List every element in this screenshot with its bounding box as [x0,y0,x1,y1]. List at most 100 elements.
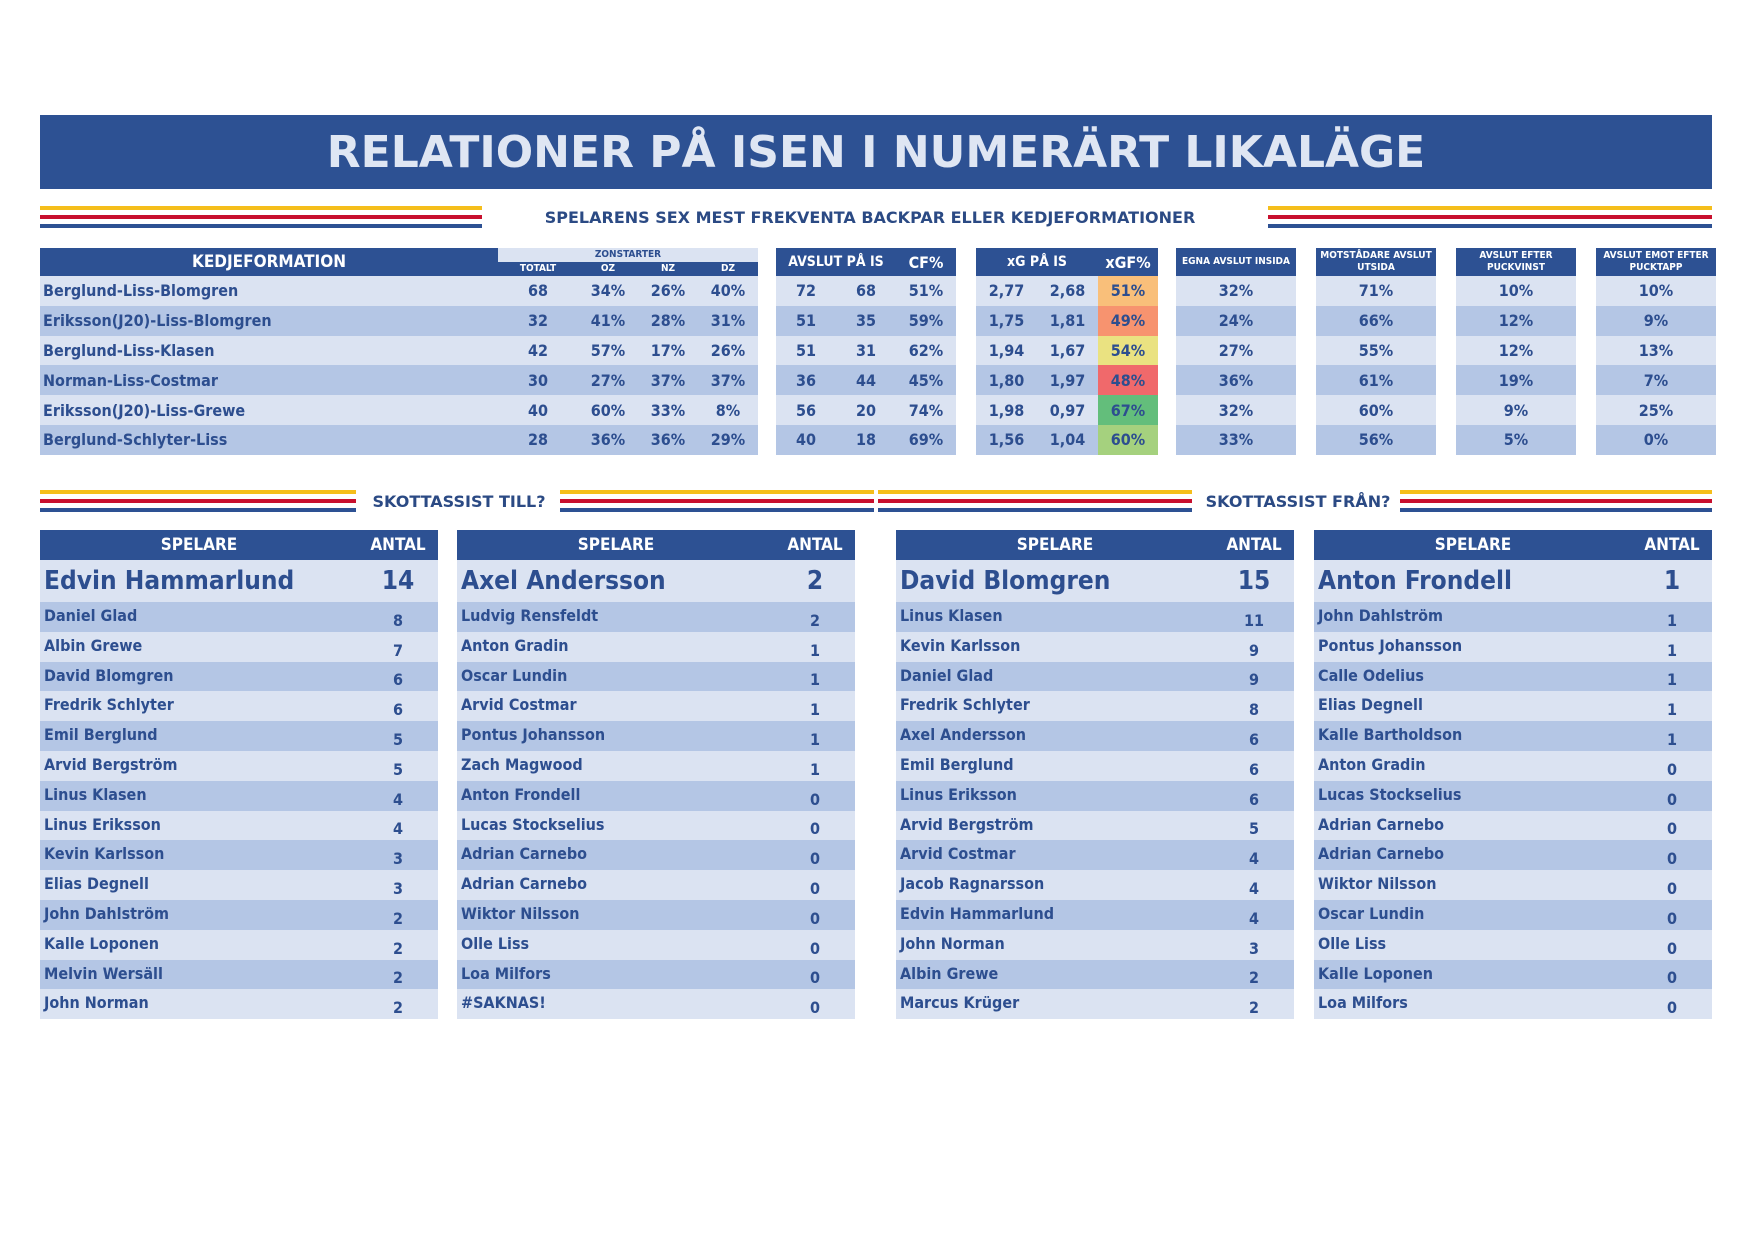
formation-table: KEDJEFORMATION ZONSTARTER TOTALT OZ NZ D… [40,248,758,455]
player-name: #SAKNAS! [461,993,546,1013]
player-name: Calle Odelius [1318,665,1424,685]
table-row: 55% [1316,335,1436,366]
player-name: Anton Frondell [461,784,581,804]
player-name: Ludvig Rensfeldt [461,606,599,625]
list-item: Elias Degnell 3 [40,870,438,900]
player-count: 0 [809,849,820,869]
xg-for-cell: 1,75 [988,311,1025,331]
egna-cell: 27% [1218,340,1254,360]
mot-header: MOTSTÅDARE AVSLUT UTSIDA [1316,248,1436,276]
nz-cell: 26% [650,281,686,301]
tapp-cell: 9% [1643,311,1669,331]
mot-cell: 61% [1358,370,1394,390]
stripe-decoration [878,490,1192,512]
shots-against-cell: 20 [855,400,877,420]
player-count: 2 [806,566,824,596]
player-count: 1 [809,729,820,749]
col-player-header: SPELARE [1434,535,1512,555]
nz-cell: 17% [650,340,686,360]
player-name: Kevin Karlsson [44,844,165,864]
zonstarter-header: ZONSTARTER [498,248,758,262]
shots-for-cell: 40 [795,430,817,450]
player-name: Axel Andersson [900,725,1026,745]
player-count: 5 [1248,819,1259,839]
formation-name: Eriksson(J20)-Liss-Blomgren [43,311,272,331]
player-count: 1 [1666,610,1677,630]
table-row: 2,77 2,68 51% [976,276,1158,306]
player-name: Edvin Hammarlund [44,566,295,596]
table-row: Berglund-Liss-Blomgren 68 34% 26% 40% [40,276,758,306]
vinst-table: AVSLUT EFTER PUCKVINST 10% 12% 12% 19% 9% 5% [1456,248,1576,455]
list-item: Ludvig Rensfeldt 2 [457,602,855,632]
player-name: Pontus Johansson [461,725,606,745]
list-item: Marcus Krüger 2 [896,989,1294,1020]
player-count: 3 [392,878,403,898]
player-name: Arvid Bergström [44,754,178,774]
player-count: 4 [1248,878,1259,898]
xg-against-cell: 0,97 [1049,400,1086,420]
player-count: 1 [809,670,820,690]
totalt-cell: 40 [527,400,549,420]
shots-for-cell: 51 [795,340,817,360]
table-row: 56 20 74% [776,395,956,425]
table-row: 32% [1176,395,1296,425]
egna-cell: 32% [1218,400,1254,420]
list-item: Fredrik Schlyter 8 [896,691,1294,722]
tapp-cell: 25% [1638,400,1674,420]
dz-cell: 26% [710,340,746,360]
player-count: 0 [809,998,820,1018]
player-count: 5 [392,759,403,779]
player-name: Arvid Bergström [900,814,1034,834]
shots-for-cell: 56 [795,400,817,420]
col-player-header: SPELARE [160,535,238,555]
player-count: 3 [392,849,403,869]
assist-from-table-left: SPELARE ANTAL David Blomgren 15 Linus Klase… [896,530,1294,1020]
nz-cell: 36% [650,430,686,450]
col-count-header: ANTAL [370,535,426,555]
player-name: Emil Berglund [900,754,1014,774]
table-row: 9% [1596,305,1716,336]
stripe-decoration [1268,206,1712,228]
xgf-cell: 49% [1098,305,1158,336]
list-item: Kalle Bartholdson 1 [1314,721,1712,751]
player-name: Kevin Karlsson [900,635,1021,655]
player-name: John Norman [900,933,1005,953]
player-count: 6 [392,670,403,690]
table-row: Berglund-Liss-Klasen 42 57% 17% 26% [40,335,758,366]
totalt-cell: 32 [527,311,549,331]
player-name: Adrian Carnebo [461,874,588,894]
player-name: Zach Magwood [461,754,583,774]
stripe-decoration [1400,490,1712,512]
list-item: Arvid Costmar 4 [896,840,1294,871]
player-count: 2 [1248,998,1259,1018]
player-count: 14 [381,566,415,596]
totalt-cell: 68 [527,281,549,301]
list-item: Arvid Bergström 5 [896,810,1294,841]
player-count: 1 [1666,729,1677,749]
list-item: Lucas Stockselius 0 [457,810,855,841]
table-row: 19% [1456,365,1576,396]
player-name: Fredrik Schlyter [44,695,174,715]
list-item: Olle Liss 0 [457,929,855,960]
oz-header: OZ [600,263,616,274]
player-count: 1 [1666,640,1677,660]
xg-for-cell: 1,80 [988,370,1025,390]
player-name: Elias Degnell [44,874,149,894]
player-count: 0 [1666,908,1677,928]
player-count: 0 [1666,998,1677,1018]
table-row: Norman-Liss-Costmar 30 27% 37% 37% [40,365,758,396]
player-name: Lucas Stockselius [1318,784,1462,804]
player-name: Daniel Glad [44,606,138,625]
list-item: Pontus Johansson 1 [1314,631,1712,662]
list-item: Kevin Karlsson 9 [896,631,1294,662]
formation-name: Eriksson(J20)-Liss-Grewe [43,400,246,420]
player-count: 1 [1663,566,1681,596]
player-count: 0 [1666,819,1677,839]
player-name: Anton Gradin [1318,754,1426,774]
list-item: Anton Frondell 0 [457,780,855,811]
list-item: Loa Milfors 0 [457,959,855,990]
xg-table: xG PÅ IS xGF% 2,77 2,68 51% 1,75 1,81 49% 1,94… [976,248,1158,455]
dz-cell: 8% [715,400,741,420]
oz-cell: 57% [590,340,626,360]
player-count: 0 [809,878,820,898]
